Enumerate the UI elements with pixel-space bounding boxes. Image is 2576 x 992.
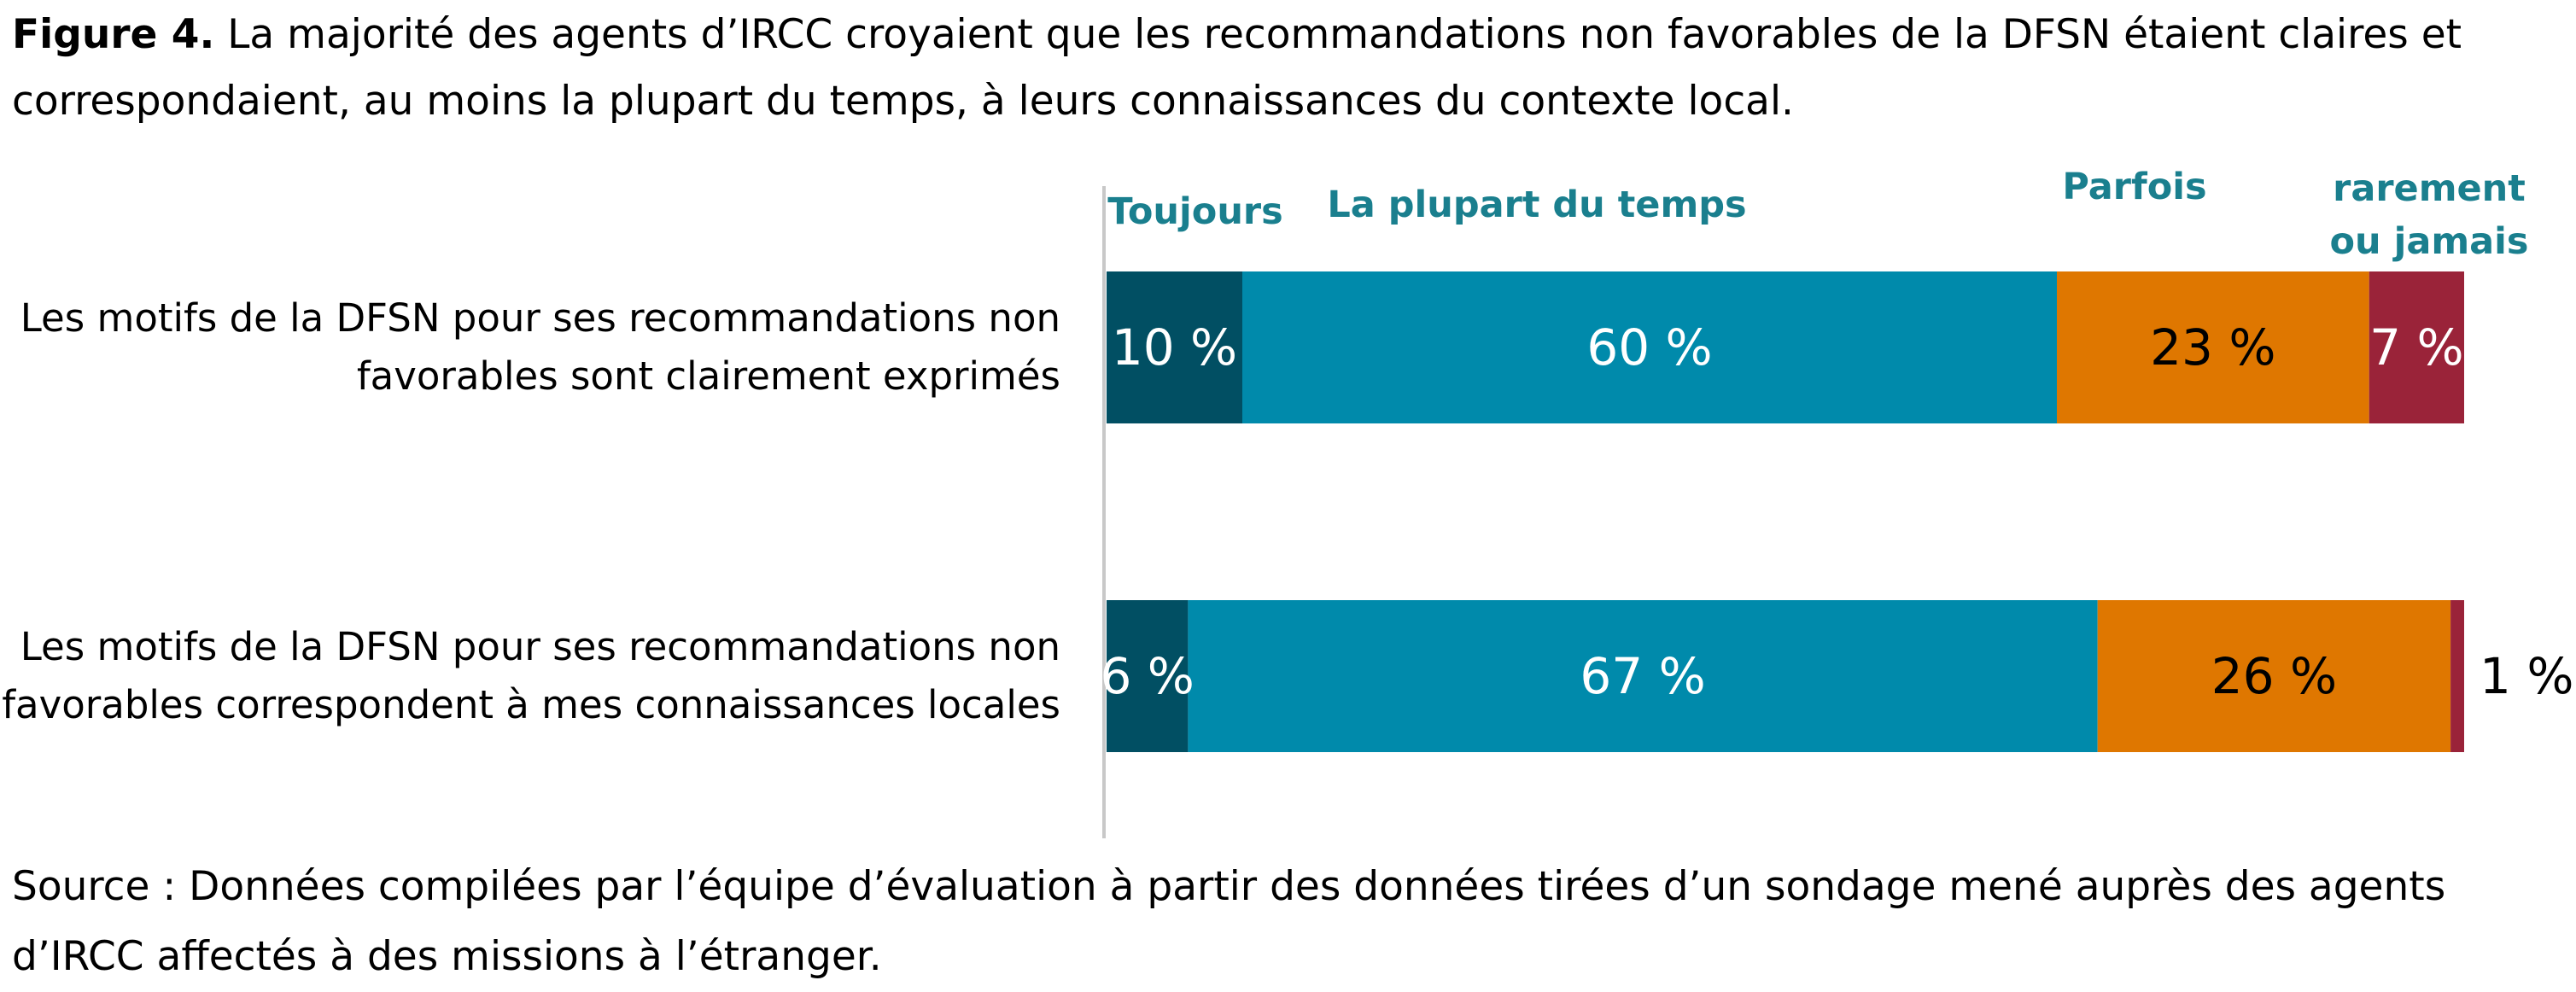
- legend-item: Parfois: [2062, 166, 2206, 208]
- category-labels: Les motifs de la DFSN pour ses recommand…: [2, 295, 1060, 727]
- data-label: 23 %: [2150, 318, 2275, 376]
- bar-segment: [1107, 600, 1189, 752]
- legend-item: rarement ou jamais: [2329, 167, 2528, 263]
- category-label: Les motifs de la DFSN pour ses recommand…: [20, 295, 1060, 399]
- bar-segment: [1188, 600, 2098, 752]
- legend-item: Toujours: [1107, 190, 1282, 233]
- category-label: Les motifs de la DFSN pour ses recommand…: [2, 624, 1060, 727]
- figure-title: Figure 4. La majorité des agents d’IRCC …: [12, 2, 2565, 135]
- bar-segment: [2369, 271, 2464, 423]
- figure-caption: La majorité des agents d’IRCC croyaient …: [12, 11, 2462, 125]
- data-label: 67 %: [1580, 647, 1705, 705]
- bar-segment: [1242, 271, 2057, 423]
- data-labels: 10 % 60 % 23 % 7 % 6 % 67 % 26 % 1 %: [1100, 318, 2573, 705]
- figure-number: Figure 4.: [12, 11, 215, 58]
- data-label: 7 %: [2369, 318, 2463, 376]
- bars: [1107, 271, 2464, 752]
- bar-segment: [2057, 271, 2369, 423]
- bar-segment: [2450, 600, 2464, 752]
- data-label: 1 %: [2480, 647, 2573, 705]
- legend-item: La plupart du temps: [1327, 184, 1746, 226]
- data-label: 26 %: [2211, 647, 2337, 705]
- legend: Toujours La plupart du temps Parfois rareme…: [1107, 166, 2528, 263]
- data-label: 10 %: [1112, 318, 1237, 376]
- source-note: Source : Données compilées par l’équipe …: [12, 863, 2446, 980]
- stacked-bar-chart: Toujours La plupart du temps Parfois rareme…: [2, 166, 2573, 838]
- data-label: 6 %: [1100, 647, 1194, 705]
- bar-segment: [1107, 271, 1242, 423]
- bar-segment: [2097, 600, 2451, 752]
- data-label: 60 %: [1586, 318, 1712, 376]
